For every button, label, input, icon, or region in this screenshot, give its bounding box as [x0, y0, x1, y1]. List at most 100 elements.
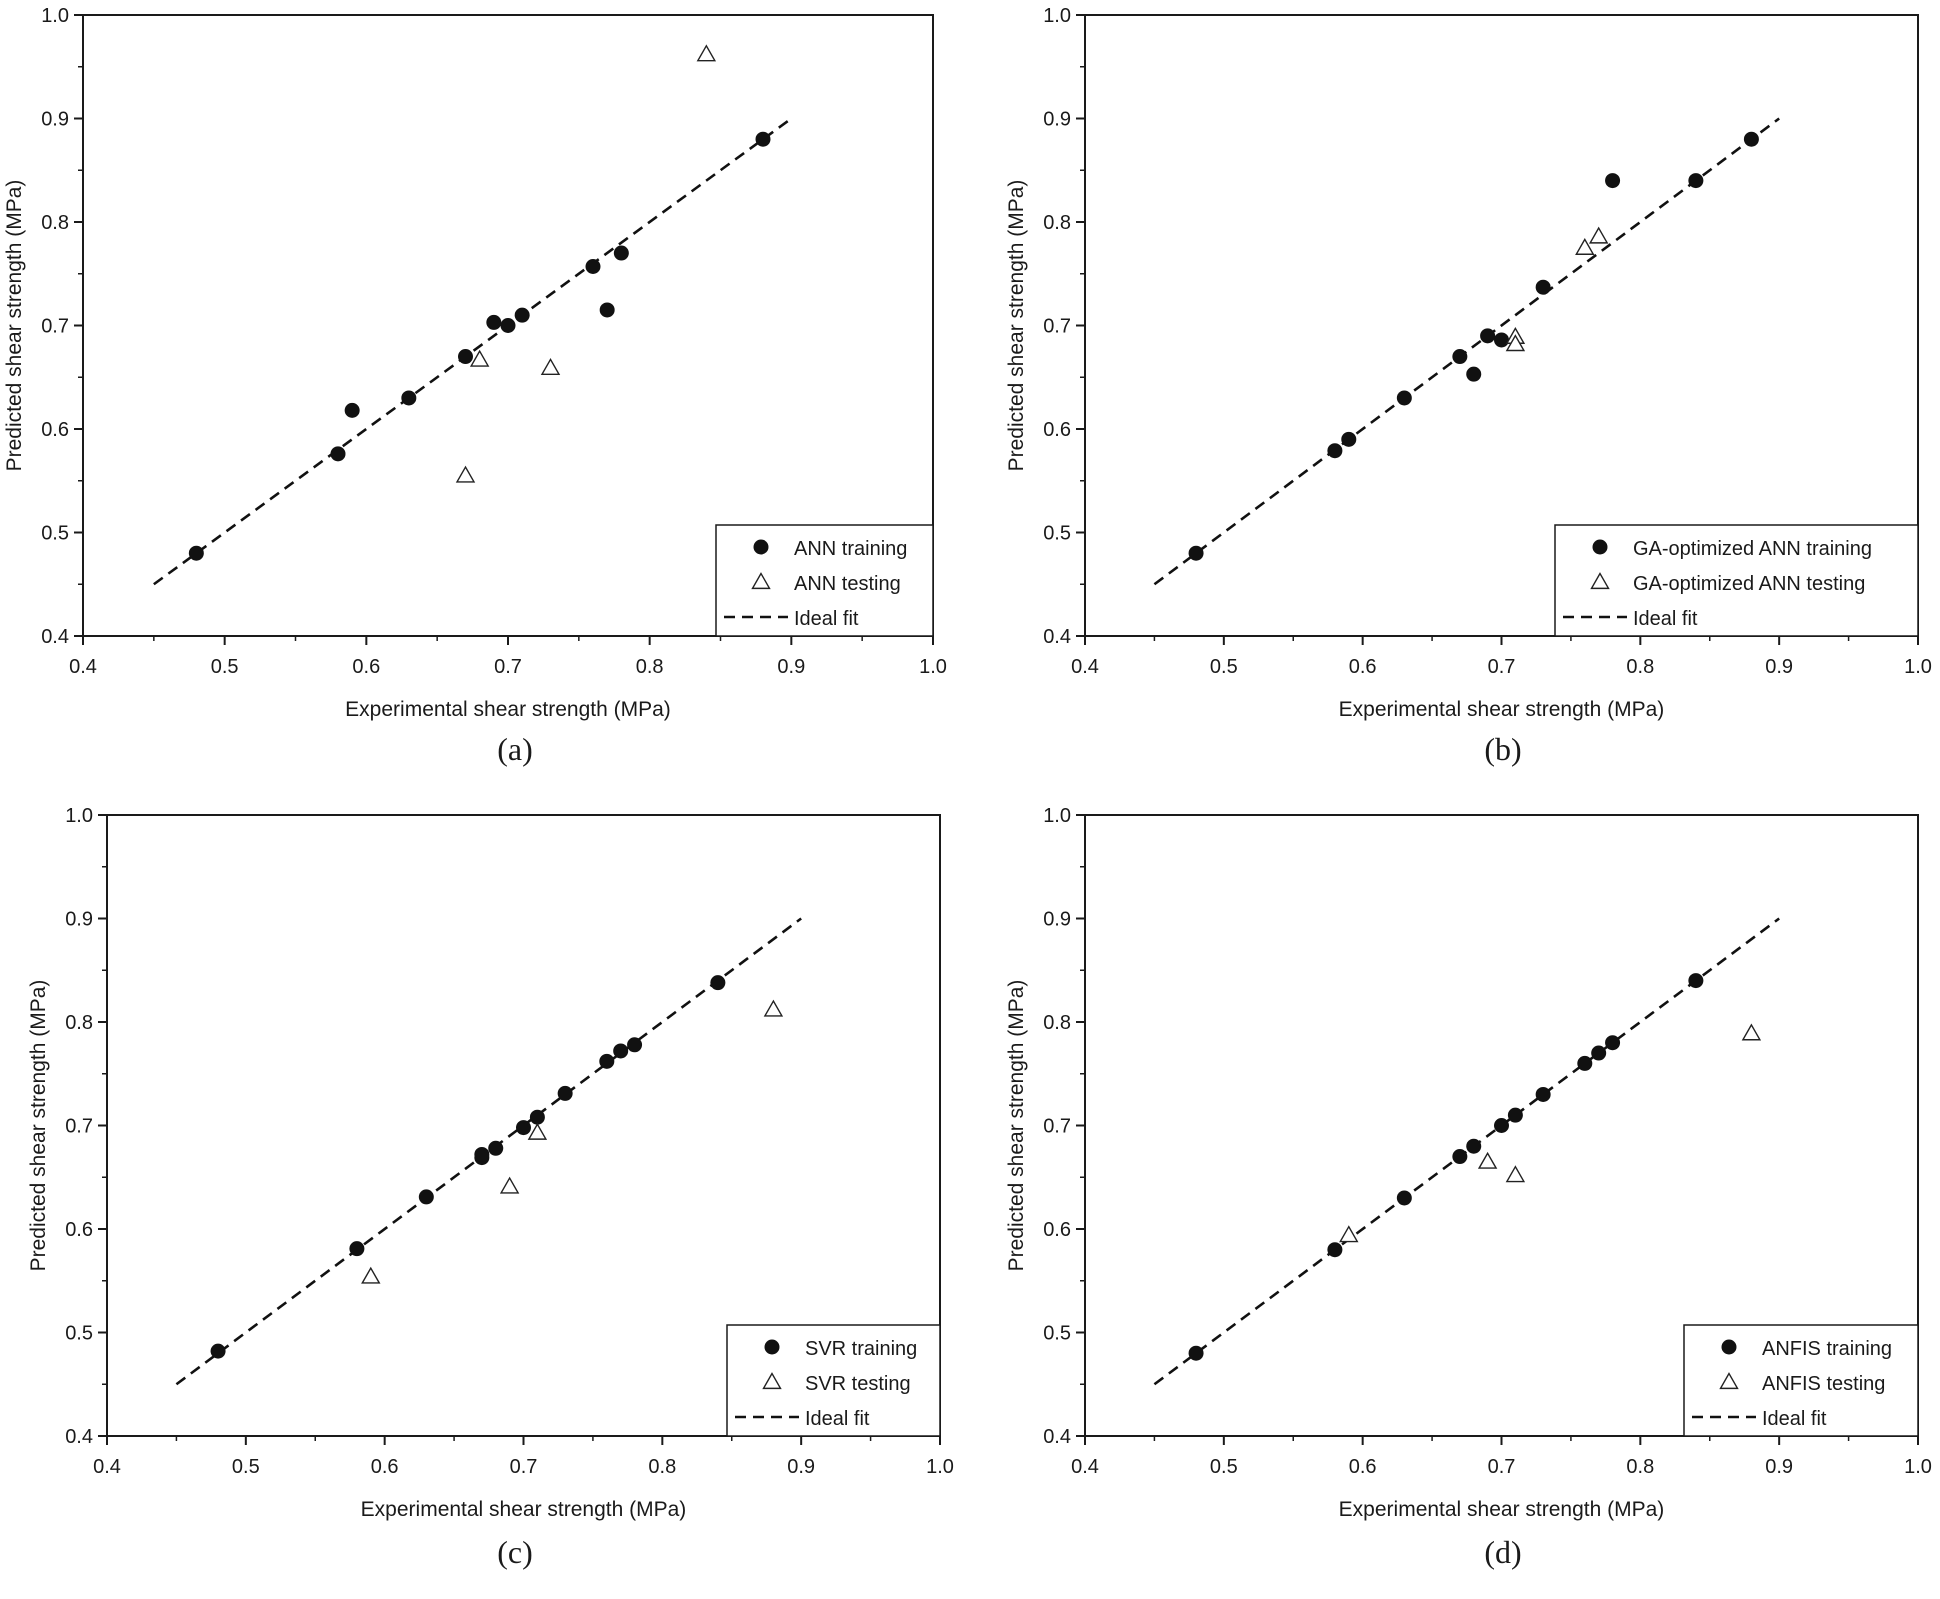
- testing-point: [1575, 237, 1595, 255]
- training-point: [1188, 1345, 1204, 1361]
- x-tick-label: 0.5: [232, 1456, 260, 1478]
- legend-label: Ideal fit: [805, 1408, 870, 1430]
- testing-point: [455, 465, 476, 483]
- y-tick-label: 1.0: [1043, 5, 1071, 27]
- x-tick-label: 0.4: [1071, 656, 1099, 678]
- training-point: [1341, 431, 1357, 447]
- training-point: [613, 245, 629, 261]
- x-tick-label: 0.6: [1349, 656, 1377, 678]
- legend-box: [1554, 524, 1919, 637]
- x-tick-label: 0.6: [371, 1456, 399, 1478]
- training-point: [1452, 349, 1468, 365]
- legend-label: SVR testing: [805, 1373, 911, 1395]
- testing-point: [1588, 226, 1609, 244]
- training-point: [514, 307, 530, 323]
- y-tick-label: 0.4: [41, 626, 69, 648]
- legend-label: ANN testing: [794, 573, 901, 595]
- testing-point: [1339, 1225, 1359, 1243]
- y-tick-label: 0.7: [1043, 1116, 1071, 1138]
- y-tick-label: 0.5: [1043, 1323, 1071, 1345]
- testing-point: [1505, 1165, 1526, 1183]
- training-point: [1743, 131, 1759, 147]
- ideal-fit-line: [1153, 917, 1780, 1386]
- chart-panel: 0.4 0.5 0.6 0.7 0.8 0.9 1.0 0.4 0.5 0.6 0.7 0.8 0.9 1…: [1005, 5, 1932, 767]
- legend-label: ANN training: [794, 538, 907, 560]
- ideal-fit-line: [153, 117, 793, 586]
- x-axis-title: Experimental shear strength (MPa): [1339, 1498, 1665, 1521]
- training-point: [1507, 1107, 1523, 1123]
- y-tick-label: 0.7: [41, 316, 69, 338]
- y-tick-label: 0.5: [41, 523, 69, 545]
- y-tick-label: 0.9: [1043, 909, 1071, 931]
- y-axis-title: Predicted shear strength (MPa): [1005, 180, 1028, 472]
- training-point: [1535, 1086, 1551, 1102]
- training-point: [1688, 973, 1704, 989]
- y-tick-label: 1.0: [41, 5, 69, 27]
- training-point: [1396, 1190, 1412, 1206]
- legend: ANN training ANN testing Ideal fit: [715, 524, 934, 637]
- y-tick-label: 0.9: [1043, 109, 1071, 131]
- training-point: [1466, 1138, 1482, 1154]
- legend-training-marker: [1721, 1339, 1737, 1355]
- y-tick-label: 0.8: [41, 212, 69, 234]
- x-tick-label: 0.7: [1488, 1456, 1516, 1478]
- training-point: [1605, 173, 1621, 189]
- training-point: [458, 349, 473, 365]
- y-axis-title: Predicted shear strength (MPa): [27, 980, 50, 1272]
- x-tick-label: 0.5: [211, 656, 239, 678]
- legend: ANFIS training ANFIS testing Ideal fit: [1683, 1324, 1919, 1437]
- x-tick-label: 0.9: [1765, 656, 1793, 678]
- testing-point: [361, 1266, 381, 1284]
- training-point: [557, 1085, 573, 1101]
- x-tick-label: 0.9: [1765, 1456, 1793, 1478]
- x-tick-label: 0.8: [636, 656, 664, 678]
- training-point: [1396, 390, 1412, 406]
- testing-point: [540, 358, 561, 376]
- x-tick-label: 1.0: [1904, 1456, 1932, 1478]
- y-tick-label: 0.6: [41, 419, 69, 441]
- training-point: [1577, 1055, 1593, 1071]
- training-point: [1188, 545, 1204, 561]
- training-point: [1535, 279, 1551, 295]
- legend-label: Ideal fit: [794, 608, 859, 630]
- testing-point: [1741, 1023, 1762, 1041]
- x-tick-label: 0.5: [1210, 656, 1238, 678]
- x-tick-label: 0.4: [1071, 1456, 1099, 1478]
- x-axis-title: Experimental shear strength (MPa): [361, 1498, 687, 1521]
- legend-testing-marker: [1590, 572, 1610, 590]
- x-axis-title: Experimental shear strength (MPa): [345, 698, 671, 721]
- legend: GA-optimized ANN training GA-optimized AN…: [1554, 524, 1919, 637]
- testing-point: [499, 1176, 520, 1194]
- y-tick-label: 1.0: [1043, 805, 1071, 827]
- training-point: [500, 318, 516, 333]
- x-tick-label: 0.7: [494, 656, 522, 678]
- legend-training-marker: [764, 1339, 780, 1355]
- training-point: [1452, 1149, 1468, 1165]
- y-tick-label: 0.8: [1043, 1012, 1071, 1034]
- training-point: [755, 131, 771, 147]
- testing-point: [1477, 1151, 1498, 1169]
- legend-label: GA-optimized ANN testing: [1633, 573, 1865, 595]
- training-point: [344, 402, 360, 418]
- x-tick-label: 0.7: [510, 1456, 538, 1478]
- training-point: [1494, 1118, 1509, 1133]
- legend-label: ANFIS testing: [1762, 1373, 1885, 1395]
- y-tick-label: 0.6: [1043, 1219, 1071, 1241]
- legend-label: Ideal fit: [1762, 1408, 1827, 1430]
- training-point: [474, 1146, 490, 1162]
- training-point: [488, 1140, 504, 1156]
- chart-panel: 0.4 0.5 0.6 0.7 0.8 0.9 1.0 0.4 0.5 0.6 0.7 0.8 0.9 1…: [27, 805, 954, 1570]
- training-point: [401, 390, 417, 406]
- x-tick-label: 0.4: [93, 1456, 121, 1478]
- y-tick-label: 0.9: [65, 909, 93, 931]
- x-tick-label: 1.0: [919, 656, 947, 678]
- ideal-fit-line: [1153, 117, 1780, 586]
- training-point: [516, 1120, 531, 1136]
- training-point: [486, 314, 502, 330]
- x-tick-label: 1.0: [1904, 656, 1932, 678]
- panel-caption: (d): [1484, 1534, 1521, 1570]
- training-point: [613, 1043, 629, 1059]
- y-tick-label: 0.6: [1043, 419, 1071, 441]
- legend-testing-marker: [762, 1372, 782, 1390]
- legend-training-marker: [1592, 539, 1608, 555]
